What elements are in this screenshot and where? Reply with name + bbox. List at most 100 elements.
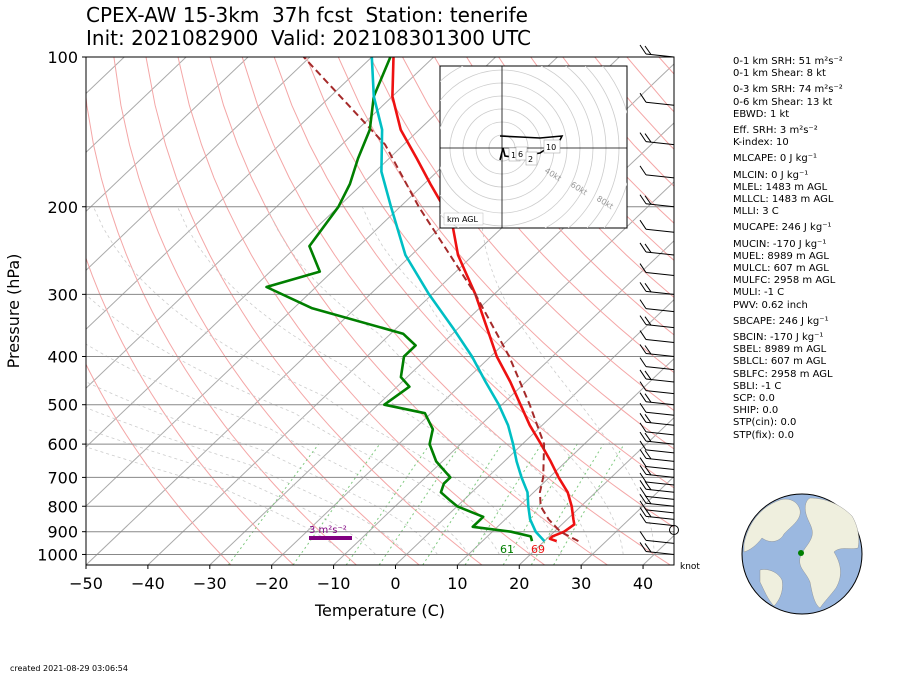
wind-barb-flag <box>639 493 647 504</box>
wind-barb-staff <box>645 174 675 179</box>
wind-barb-flag <box>639 449 647 459</box>
x-tick-label: −10 <box>317 574 351 593</box>
index-k-index: K-index: 10 <box>733 137 789 149</box>
isotherm <box>86 57 373 330</box>
wind-barb-flag <box>644 450 652 460</box>
y-tick-label: 700 <box>47 468 78 487</box>
wind-barb-flag <box>639 480 647 490</box>
mixing-ratio-line <box>502 443 578 565</box>
wind-barb-staff <box>645 539 675 544</box>
index-sbel: SBEL: 8989 m AGL <box>733 344 827 356</box>
wind-barb-flag <box>644 45 652 55</box>
hodograph-height-1: 1 <box>511 151 516 160</box>
wind-barb-staff <box>645 272 675 277</box>
wind-barb-flag <box>639 413 647 423</box>
y-tick-label: 200 <box>47 198 78 217</box>
wind-barb-staff <box>645 411 675 416</box>
wind-barb-flag <box>639 299 647 309</box>
wind-barb-flag <box>639 542 647 552</box>
moist-adiabat <box>86 446 345 555</box>
hodograph-height-2: 2 <box>528 155 533 164</box>
index-mlcin: MLCIN: 0 J kg⁻¹ <box>733 169 809 181</box>
y-axis-label: Pressure (hPa) <box>4 254 23 369</box>
wind-barb-flag <box>639 165 647 176</box>
x-tick-label: −20 <box>255 574 289 593</box>
index-muel: MUEL: 8989 m AGL <box>733 250 829 262</box>
moist-adiabat <box>472 206 655 555</box>
wind-barb-staff <box>645 515 675 520</box>
wind-barb-staff <box>645 308 675 313</box>
x-tick-label: −40 <box>131 574 165 593</box>
index-sblcl: SBLCL: 607 m AGL <box>733 356 827 368</box>
wind-barb-flag <box>639 487 647 497</box>
isotherm <box>209 122 674 565</box>
index-ebwd: EBWD: 1 kt <box>733 108 790 120</box>
dry-adiabat <box>86 256 295 565</box>
isotherm <box>86 57 311 271</box>
srh-label: 3 m²s⁻² <box>309 525 347 536</box>
hodograph-legend: km AGL <box>447 215 479 224</box>
mixing-ratio-line <box>227 443 320 565</box>
wind-barb-flag <box>639 132 647 142</box>
index-ship: SHIP: 0.0 <box>733 405 779 417</box>
globe-north-america <box>743 498 801 553</box>
wind-barb-flag <box>639 92 647 103</box>
hodograph-inset: 40kt 60kt 80kt 1 6 2 10 km AGL <box>439 65 628 229</box>
y-axis-ticks: 100 200 300 400 500 600 700 800 900 1000 <box>37 48 86 564</box>
wind-barb-flag <box>644 466 652 476</box>
wind-barb-flag <box>644 283 652 293</box>
index-mllcl: MLLCL: 1483 m AGL <box>733 194 834 206</box>
index-mulcl: MULCL: 607 m AGL <box>733 263 829 275</box>
index-scp: SCP: 0.0 <box>733 393 775 405</box>
wind-barb-staff <box>645 522 675 527</box>
y-tick-label: 800 <box>47 497 78 516</box>
isotherm <box>86 57 249 213</box>
mixing-ratio-line <box>422 443 503 565</box>
wind-barb-staff <box>645 466 675 471</box>
isotherm <box>271 181 674 565</box>
wind-barb-staff <box>645 495 675 500</box>
wind-barb-staff <box>645 324 675 329</box>
x-axis-ticks: −50 −40 −30 −20 −10 0 10 20 30 40 <box>69 565 653 593</box>
wind-barb-flag <box>639 344 647 354</box>
surface-dewpoint-label: 61 <box>500 543 514 556</box>
x-axis-label: Temperature (C) <box>314 601 445 620</box>
isotherm <box>580 475 674 565</box>
wind-barb-flag <box>639 392 647 402</box>
wind-barb-flag <box>644 345 652 355</box>
index-stp-cin: STP(cin): 0.0 <box>733 417 797 429</box>
wind-barb-flag <box>639 500 647 511</box>
wind-barb-flag <box>644 432 652 442</box>
wind-barb-staff <box>645 141 675 146</box>
wind-barb-flag <box>644 243 652 253</box>
calm-wind-circle <box>669 525 679 535</box>
series-line-parcel <box>302 57 579 542</box>
dry-adiabat <box>337 57 674 450</box>
globe-europe-africa <box>799 497 859 609</box>
plot-frame <box>85 56 675 566</box>
y-tick-label: 1000 <box>37 545 78 564</box>
x-tick-label: −30 <box>193 574 227 593</box>
index-pwv: PWV: 0.62 inch <box>733 299 808 311</box>
chart-title: CPEX-AW 15-3km 37h fcst Station: tenerif… <box>86 3 528 27</box>
wind-barb-flag <box>644 195 652 205</box>
x-tick-label: 30 <box>571 574 591 593</box>
wind-barb-flag <box>644 316 652 326</box>
wind-barb-flag <box>639 219 647 230</box>
wind-barb-flag <box>639 402 647 413</box>
isotherm <box>395 299 674 565</box>
wind-barb-flag <box>639 457 647 467</box>
wind-barb-flag <box>639 381 647 391</box>
index-sbcape: SBCAPE: 246 J kg⁻¹ <box>733 315 829 327</box>
wind-barb-flag <box>639 422 647 433</box>
dry-adiabat <box>369 57 674 412</box>
x-tick-label: −50 <box>69 574 103 593</box>
index-stp-fix: STP(fix): 0.0 <box>733 429 794 441</box>
wind-barb-flag <box>644 414 652 424</box>
wind-barb-flag <box>644 370 652 380</box>
series-line-temperature <box>391 57 576 543</box>
index-mucape: MUCAPE: 246 J kg⁻¹ <box>733 222 832 234</box>
wind-barb-flag <box>639 194 647 205</box>
surface-temperature-label: 69 <box>531 543 545 556</box>
